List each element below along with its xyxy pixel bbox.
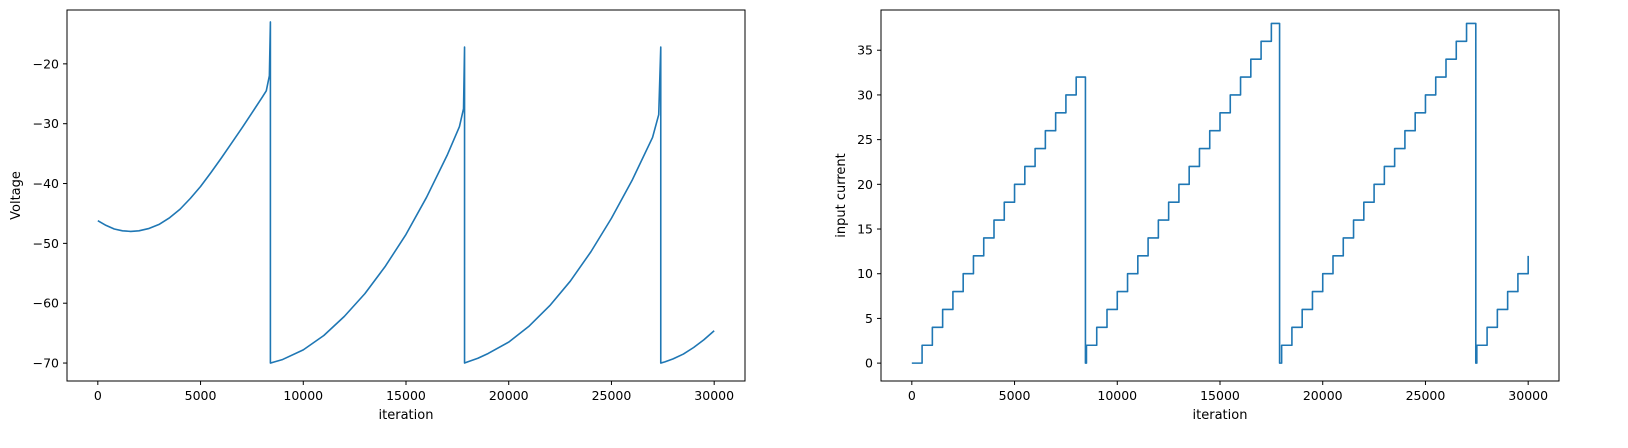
voltage-axes-frame	[66, 9, 746, 382]
input-current-ticks: 0 5000 10000 15000 20000 25000 30000 0 5 10 15 20 25…	[857, 43, 1548, 403]
voltage-ticks: 0 5000 10000 15000 20000 25000 30000 −70 −60 −50 −…	[33, 56, 735, 403]
input-current-y-tick-label: 35	[857, 43, 873, 58]
input-current-x-tick-label: 20000	[1303, 388, 1343, 403]
voltage-x-axis-label: iteration	[379, 408, 434, 423]
voltage-x-tick-label: 10000	[283, 388, 323, 403]
input-current-y-tick-label: 25	[857, 132, 873, 147]
input-current-x-tick-label: 10000	[1097, 388, 1137, 403]
voltage-y-tick-label: −60	[33, 296, 59, 311]
voltage-x-tick-label: 0	[94, 388, 102, 403]
input-current-x-axis-label: iteration	[1193, 408, 1248, 423]
input-current-x-tick-label: 15000	[1200, 388, 1240, 403]
input-current-y-tick-label: 5	[865, 311, 873, 326]
input-current-y-tick-label: 15	[857, 222, 873, 237]
voltage-chart: 0 5000 10000 15000 20000 25000 30000 −70 −60 −50 −…	[9, 9, 746, 423]
input-current-x-tick-label: 5000	[999, 388, 1031, 403]
voltage-y-axis-label: Voltage	[9, 171, 24, 220]
input-current-chart: 0 5000 10000 15000 20000 25000 30000 0 5 10 15 20 25…	[834, 9, 1560, 423]
voltage-x-tick-label: 20000	[489, 388, 529, 403]
input-current-y-tick-label: 20	[857, 177, 873, 192]
voltage-y-tick-label: −40	[33, 176, 59, 191]
voltage-y-tick-label: −70	[33, 356, 59, 371]
input-current-x-tick-label: 25000	[1406, 388, 1446, 403]
input-current-y-tick-label: 10	[857, 266, 873, 281]
input-current-x-tick-label: 30000	[1508, 388, 1548, 403]
input-current-series-line-0	[911, 22, 1529, 364]
input-current-y-tick-label: 30	[857, 87, 873, 102]
voltage-x-tick-label: 30000	[694, 388, 734, 403]
input-current-x-tick-label: 0	[908, 388, 916, 403]
voltage-x-tick-label: 15000	[386, 388, 426, 403]
input-current-plot-area	[911, 22, 1529, 364]
input-current-y-tick-label: 0	[865, 356, 873, 371]
voltage-y-tick-label: −50	[33, 236, 59, 251]
voltage-x-tick-label: 5000	[185, 388, 217, 403]
voltage-plot-area	[97, 21, 715, 364]
input-current-y-axis-label: input current	[834, 153, 849, 237]
voltage-series-line-0	[97, 21, 715, 364]
voltage-y-tick-label: −20	[33, 56, 59, 71]
voltage-x-tick-label: 25000	[592, 388, 632, 403]
voltage-y-tick-label: −30	[33, 116, 59, 131]
input-current-axes-frame	[880, 9, 1560, 382]
